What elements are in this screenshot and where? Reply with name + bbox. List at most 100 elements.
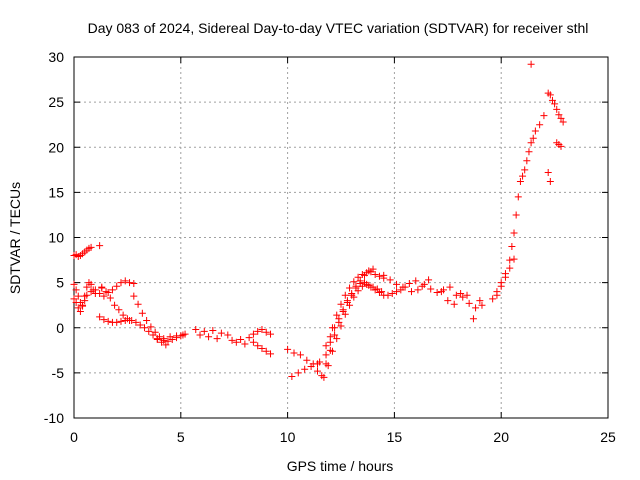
x-tick-label: 15 [387, 429, 403, 445]
data-point [337, 322, 345, 330]
y-axis-label: SDTVAR / TECUs [7, 182, 23, 294]
data-point [162, 341, 170, 349]
data-point [375, 272, 383, 280]
data-point [303, 356, 311, 364]
series-arc-m [320, 280, 405, 381]
x-tick-label: 10 [280, 429, 296, 445]
data-point [322, 342, 330, 350]
data-point [348, 289, 356, 297]
data-point [241, 340, 249, 348]
data-point [506, 256, 514, 264]
data-point [130, 280, 138, 288]
series-arc-r [437, 288, 484, 323]
data-point [444, 297, 452, 305]
data-point [301, 365, 309, 373]
data-point [457, 289, 465, 297]
series-arc-b [70, 277, 138, 309]
data-point [346, 301, 354, 309]
series-arc-c [70, 279, 99, 316]
data-point [196, 331, 204, 339]
data-point [123, 315, 131, 323]
series-arc-k [284, 268, 388, 368]
data-point [380, 271, 388, 279]
data-point [115, 306, 123, 314]
y-tick-label: 0 [56, 320, 64, 336]
data-point [267, 350, 275, 358]
y-tick-label: -10 [44, 410, 64, 426]
data-point [254, 342, 262, 350]
data-point [540, 112, 548, 120]
data-point [352, 282, 360, 290]
x-tick-label: 0 [70, 429, 78, 445]
data-point [117, 279, 125, 287]
series-arc-w [536, 112, 554, 186]
data-point [420, 280, 428, 288]
series-arc-n [322, 265, 377, 350]
data-point [70, 280, 78, 288]
data-point [331, 324, 339, 332]
y-tick-label: 10 [48, 230, 64, 246]
data-point [205, 333, 213, 341]
data-point [557, 114, 565, 122]
data-point [136, 321, 144, 329]
data-point [217, 329, 225, 337]
data-point [463, 291, 471, 299]
data-point [113, 318, 121, 326]
series-arc-o [288, 360, 322, 380]
data-point [544, 169, 552, 177]
data-point [512, 211, 520, 219]
x-tick-label: 5 [177, 429, 185, 445]
data-point [74, 304, 82, 312]
data-point [527, 139, 535, 147]
data-point [106, 294, 114, 302]
data-point [76, 308, 84, 316]
data-point [143, 317, 151, 325]
data-point [200, 327, 208, 335]
data-point [386, 276, 394, 284]
data-point [501, 273, 509, 281]
data-point [497, 282, 505, 290]
data-point [350, 293, 358, 301]
data-point [452, 291, 460, 299]
y-tick-label: 5 [56, 275, 64, 291]
y-tick-label: 30 [48, 49, 64, 65]
data-point [104, 317, 112, 325]
data-point [510, 255, 518, 263]
data-point [96, 313, 104, 321]
data-point [489, 295, 497, 303]
series-arc-h [192, 326, 225, 343]
data-point [307, 363, 315, 371]
data-point [412, 277, 420, 285]
data-point [324, 362, 332, 370]
data-point [559, 118, 567, 126]
data-point [493, 291, 501, 299]
data-point [519, 172, 527, 180]
data-point [258, 326, 266, 334]
data-point [427, 285, 435, 293]
data-point [322, 351, 330, 359]
data-point [401, 283, 409, 291]
data-point [546, 91, 554, 99]
data-point [510, 229, 518, 237]
data-point [446, 283, 454, 291]
data-point [111, 301, 119, 309]
y-tick-label: -5 [52, 365, 65, 381]
data-point [100, 292, 108, 300]
data-point [350, 278, 358, 286]
data-point [228, 336, 236, 344]
data-point [405, 280, 413, 288]
data-point [508, 243, 516, 251]
data-point [166, 333, 174, 341]
data-point [339, 306, 347, 314]
series-arc-a [70, 243, 95, 260]
data-point [407, 288, 415, 296]
axis-ticks: 0 5 10 15 20 25 -10 -5 0 5 10 15 20 25 30 [44, 49, 616, 445]
data-point [126, 279, 134, 287]
data-point [375, 289, 383, 297]
data-point [354, 273, 362, 281]
series-arc-l [314, 279, 386, 380]
data-point [469, 315, 477, 323]
data-point [393, 288, 401, 296]
data-point [354, 287, 362, 295]
chart-title: Day 083 of 2024, Sidereal Day-to-day VTE… [88, 20, 589, 36]
